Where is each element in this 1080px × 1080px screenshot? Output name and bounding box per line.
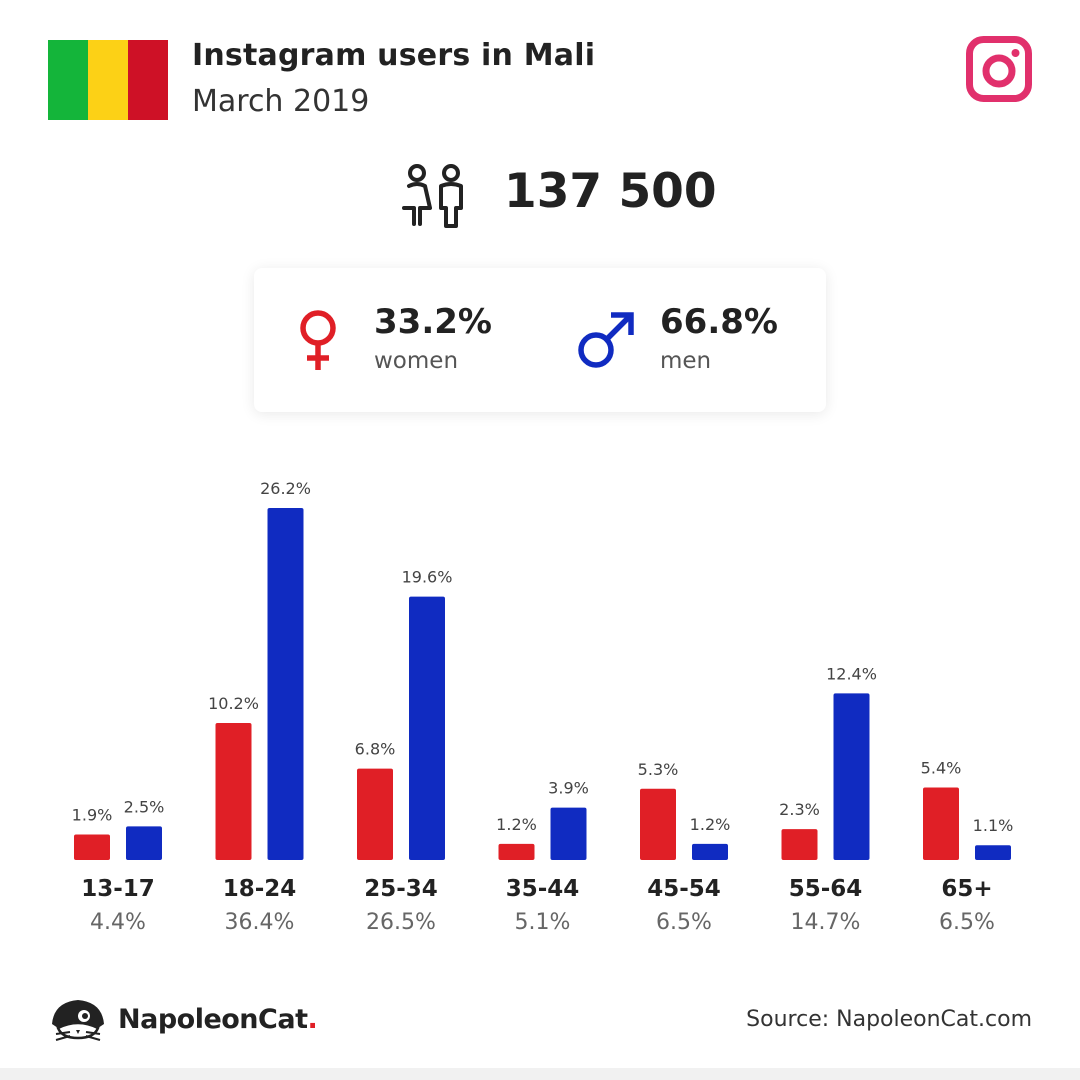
age-group-total: 4.4% bbox=[90, 910, 146, 935]
data-label-men-18-24: 26.2% bbox=[260, 479, 311, 498]
male-symbol-icon bbox=[578, 312, 634, 368]
flag-stripe-green bbox=[48, 40, 88, 120]
age-group-total: 6.5% bbox=[939, 910, 995, 935]
instagram-icon bbox=[966, 36, 1032, 102]
brand-name: NapoleonCat bbox=[118, 1004, 308, 1035]
bar-men-55-64 bbox=[833, 693, 870, 860]
data-label-men-35-44: 3.9% bbox=[548, 779, 589, 798]
bar-women-35-44 bbox=[498, 843, 535, 860]
data-label-men-25-34: 19.6% bbox=[402, 568, 453, 587]
brand-dot: . bbox=[307, 1004, 318, 1035]
age-group-label: 45-54 bbox=[647, 876, 721, 902]
age-group-label: 35-44 bbox=[505, 876, 580, 902]
age-group-total: 26.5% bbox=[366, 910, 436, 935]
data-label-women-55-64: 2.3% bbox=[779, 800, 820, 819]
page-subtitle: March 2019 bbox=[192, 84, 370, 119]
bar-men-35-44 bbox=[550, 807, 587, 860]
women-label: women bbox=[374, 348, 459, 374]
flag-stripe-red bbox=[128, 40, 168, 120]
data-label-men-65+: 1.1% bbox=[973, 816, 1014, 835]
female-symbol-icon bbox=[300, 310, 336, 370]
age-group-total: 36.4% bbox=[224, 910, 295, 935]
mali-flag bbox=[48, 40, 168, 120]
bar-women-25-34 bbox=[357, 768, 393, 860]
age-group-label: 13-17 bbox=[81, 876, 155, 902]
age-group-total: 6.5% bbox=[656, 910, 712, 935]
age-group-total: 14.7% bbox=[790, 910, 861, 935]
bar-women-18-24 bbox=[215, 722, 252, 860]
total-users: 137 500 bbox=[504, 164, 717, 219]
page-title: Instagram users in Mali bbox=[192, 38, 596, 73]
bar-men-13-17 bbox=[126, 826, 162, 860]
napoleoncat-logo-icon bbox=[52, 1000, 104, 1041]
age-group-label: 18-24 bbox=[222, 876, 297, 902]
age-group-label: 25-34 bbox=[364, 876, 438, 902]
men-percent: 66.8% bbox=[660, 302, 778, 342]
age-gender-bar-chart: 1.9% 2.5% 10.2% 26.2% 6.8% 19.6% 1.2% 3.9% 5.3% 1… bbox=[72, 479, 1014, 860]
men-label: men bbox=[660, 348, 712, 374]
bottom-band bbox=[0, 1068, 1080, 1080]
bar-men-65+ bbox=[975, 845, 1011, 860]
data-label-women-45-54: 5.3% bbox=[638, 760, 679, 779]
bar-men-25-34 bbox=[409, 596, 445, 860]
data-label-men-45-54: 1.2% bbox=[690, 815, 731, 834]
data-label-women-35-44: 1.2% bbox=[496, 815, 537, 834]
source-credit: Source: NapoleonCat.com bbox=[746, 1007, 1032, 1032]
age-group-label: 55-64 bbox=[788, 876, 863, 902]
data-label-women-65+: 5.4% bbox=[921, 758, 962, 777]
gender-card: 33.2% women 66.8% men bbox=[254, 268, 826, 412]
bar-men-18-24 bbox=[267, 508, 304, 860]
flag-stripe-yellow bbox=[88, 40, 128, 120]
users-icon bbox=[402, 164, 463, 228]
data-label-men-13-17: 2.5% bbox=[124, 797, 165, 816]
bar-women-13-17 bbox=[74, 834, 110, 860]
age-group-total: 5.1% bbox=[514, 910, 571, 935]
women-percent: 33.2% bbox=[374, 302, 492, 342]
data-label-women-25-34: 6.8% bbox=[355, 740, 396, 759]
data-label-men-55-64: 12.4% bbox=[826, 664, 877, 683]
age-group-label: 65+ bbox=[941, 876, 993, 902]
data-label-women-18-24: 10.2% bbox=[208, 694, 259, 713]
bar-women-55-64 bbox=[781, 829, 818, 860]
bar-women-65+ bbox=[923, 787, 959, 860]
napoleoncat-logo-text: NapoleonCat. bbox=[118, 1004, 318, 1035]
bar-women-45-54 bbox=[640, 788, 676, 860]
data-label-women-13-17: 1.9% bbox=[72, 805, 113, 824]
bar-men-45-54 bbox=[692, 843, 728, 860]
